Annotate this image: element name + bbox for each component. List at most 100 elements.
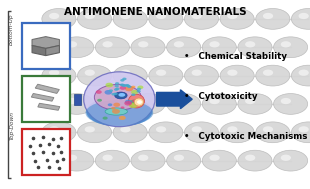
Circle shape xyxy=(78,65,112,86)
Ellipse shape xyxy=(86,97,152,127)
Circle shape xyxy=(115,82,119,85)
Polygon shape xyxy=(31,94,54,101)
Circle shape xyxy=(291,9,310,29)
Circle shape xyxy=(108,103,112,106)
Ellipse shape xyxy=(84,72,155,127)
Circle shape xyxy=(42,9,76,29)
Circle shape xyxy=(67,41,77,47)
Circle shape xyxy=(103,117,108,120)
FancyBboxPatch shape xyxy=(22,23,70,69)
Circle shape xyxy=(97,99,102,102)
Circle shape xyxy=(210,98,220,104)
Circle shape xyxy=(245,41,255,47)
Ellipse shape xyxy=(137,100,142,104)
Circle shape xyxy=(119,116,126,120)
Circle shape xyxy=(281,98,291,104)
Circle shape xyxy=(227,13,237,19)
Polygon shape xyxy=(46,46,60,56)
Circle shape xyxy=(85,13,95,19)
Circle shape xyxy=(227,70,237,76)
Circle shape xyxy=(113,122,147,143)
Text: •   Cytotoxic Mechanisms: • Cytotoxic Mechanisms xyxy=(184,132,308,141)
Circle shape xyxy=(60,150,94,171)
Circle shape xyxy=(184,65,219,86)
Circle shape xyxy=(299,13,309,19)
Circle shape xyxy=(113,103,120,107)
Ellipse shape xyxy=(94,84,141,110)
Circle shape xyxy=(238,37,272,58)
Circle shape xyxy=(167,150,201,171)
Circle shape xyxy=(220,65,254,86)
Circle shape xyxy=(95,37,130,58)
Circle shape xyxy=(113,9,147,29)
Circle shape xyxy=(42,65,76,86)
Circle shape xyxy=(281,41,291,47)
Circle shape xyxy=(136,90,141,93)
Circle shape xyxy=(131,150,165,171)
Circle shape xyxy=(273,37,308,58)
Circle shape xyxy=(127,85,131,88)
Circle shape xyxy=(192,126,202,132)
Circle shape xyxy=(227,126,237,132)
Circle shape xyxy=(156,70,166,76)
Circle shape xyxy=(131,90,138,94)
Circle shape xyxy=(105,83,113,87)
Circle shape xyxy=(184,122,219,143)
FancyBboxPatch shape xyxy=(74,94,81,105)
Circle shape xyxy=(263,126,273,132)
Circle shape xyxy=(138,98,148,104)
Polygon shape xyxy=(38,103,60,110)
Circle shape xyxy=(125,100,132,104)
Circle shape xyxy=(104,90,112,95)
Circle shape xyxy=(245,98,255,104)
Circle shape xyxy=(238,94,272,114)
Circle shape xyxy=(120,70,131,76)
Circle shape xyxy=(114,88,118,91)
Circle shape xyxy=(129,103,137,108)
Polygon shape xyxy=(32,46,46,56)
Ellipse shape xyxy=(128,94,144,108)
Circle shape xyxy=(60,94,94,114)
Circle shape xyxy=(174,98,184,104)
Circle shape xyxy=(125,84,129,87)
Ellipse shape xyxy=(115,92,127,99)
Circle shape xyxy=(174,155,184,161)
Circle shape xyxy=(131,37,165,58)
Circle shape xyxy=(122,78,126,80)
Ellipse shape xyxy=(134,98,144,106)
Circle shape xyxy=(299,126,309,132)
Circle shape xyxy=(299,70,309,76)
Ellipse shape xyxy=(118,93,125,97)
Circle shape xyxy=(120,126,131,132)
Circle shape xyxy=(103,41,113,47)
Circle shape xyxy=(192,70,202,76)
Text: ANTIMONENE NANOMATERIALS: ANTIMONENE NANOMATERIALS xyxy=(64,7,246,17)
Circle shape xyxy=(210,41,220,47)
Circle shape xyxy=(273,94,308,114)
Circle shape xyxy=(85,70,95,76)
Circle shape xyxy=(132,100,137,102)
Circle shape xyxy=(291,122,310,143)
Circle shape xyxy=(149,65,183,86)
Circle shape xyxy=(124,101,132,106)
Text: •   Chemical Stability: • Chemical Stability xyxy=(184,52,287,61)
Circle shape xyxy=(220,9,254,29)
Circle shape xyxy=(149,122,183,143)
Circle shape xyxy=(131,94,165,114)
Circle shape xyxy=(120,13,131,19)
FancyBboxPatch shape xyxy=(22,76,70,122)
Circle shape xyxy=(95,94,130,114)
Circle shape xyxy=(121,106,124,109)
Circle shape xyxy=(245,155,255,161)
Circle shape xyxy=(49,70,59,76)
Circle shape xyxy=(108,89,113,92)
Circle shape xyxy=(210,155,220,161)
Circle shape xyxy=(281,155,291,161)
Text: Top-Down: Top-Down xyxy=(9,111,14,140)
Circle shape xyxy=(167,37,201,58)
Circle shape xyxy=(137,88,141,90)
Circle shape xyxy=(167,94,201,114)
Circle shape xyxy=(60,37,94,58)
Circle shape xyxy=(238,150,272,171)
Ellipse shape xyxy=(86,100,153,126)
